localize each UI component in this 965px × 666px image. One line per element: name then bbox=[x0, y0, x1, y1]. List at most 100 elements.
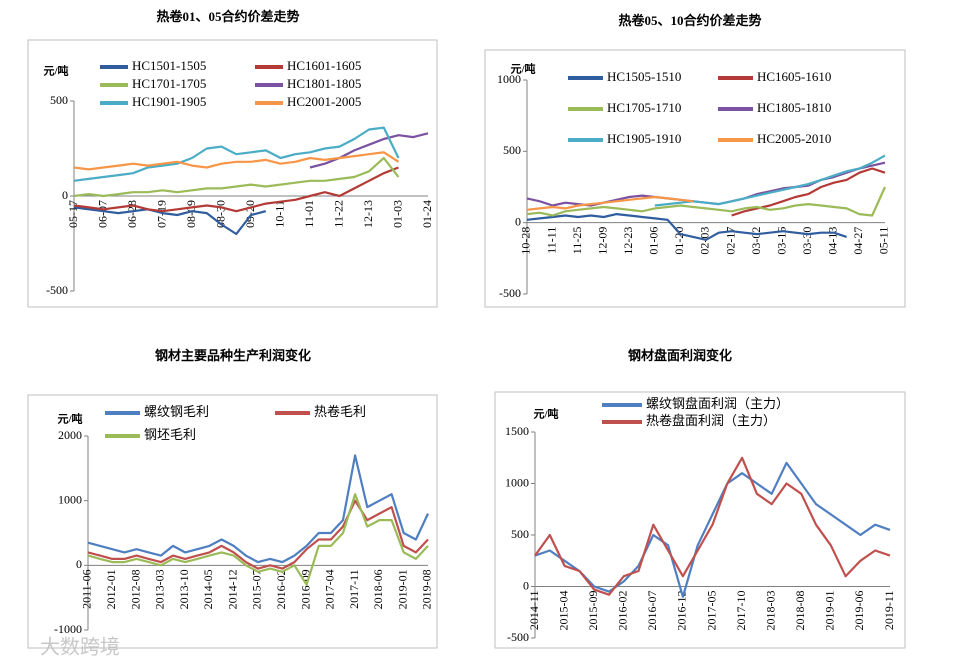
chart-frame bbox=[494, 391, 906, 649]
chart-frame bbox=[27, 39, 438, 308]
y-axis-label: 元/吨 bbox=[43, 64, 68, 78]
x-tick-label: 02-17 bbox=[723, 227, 737, 255]
legend-label: HC1601-1605 bbox=[287, 58, 361, 73]
legend-label: 热卷毛利 bbox=[314, 404, 366, 419]
x-tick-label: 2015-04 bbox=[556, 591, 570, 631]
x-tick-label: 05-11 bbox=[877, 227, 891, 255]
y-tick-label: 0 bbox=[76, 557, 82, 571]
y-tick-label: 1500 bbox=[505, 424, 529, 438]
x-tick-label: 2017-10 bbox=[734, 591, 748, 631]
x-tick-label: 12-13 bbox=[361, 200, 375, 228]
legend-label: HC1501-1505 bbox=[132, 58, 206, 73]
chart-title: 钢材主要品种生产利润变化 bbox=[155, 348, 311, 363]
x-tick-label: 2018-03 bbox=[763, 591, 777, 631]
x-tick-label: 11-22 bbox=[331, 200, 345, 228]
x-tick-label: 10-28 bbox=[519, 227, 533, 255]
x-tick-label: 10-11 bbox=[272, 200, 286, 228]
y-tick-label: 1000 bbox=[497, 72, 521, 86]
x-tick-label: 2019-01 bbox=[395, 569, 409, 609]
series-line bbox=[73, 166, 399, 213]
legend-label: 热卷盘面利润（主力） bbox=[646, 413, 776, 428]
x-tick-label: 04-13 bbox=[826, 227, 840, 255]
x-tick-label: 03-02 bbox=[749, 227, 763, 255]
series-line bbox=[87, 499, 429, 570]
x-tick-label: 12-23 bbox=[621, 227, 635, 255]
series-line bbox=[526, 213, 847, 241]
x-tick-label: 2014-12 bbox=[225, 569, 239, 609]
chart-frame bbox=[27, 394, 438, 649]
series-line bbox=[534, 461, 891, 598]
y-axis-label: 元/吨 bbox=[510, 62, 535, 76]
x-tick-label: 06-07 bbox=[95, 200, 109, 228]
watermark: 大数跨境 bbox=[40, 635, 120, 659]
series-line bbox=[87, 454, 429, 564]
x-tick-label: 2019-11 bbox=[882, 591, 896, 631]
y-tick-label: 2000 bbox=[58, 428, 82, 442]
legend-label: 螺纹钢盘面利润（主力） bbox=[646, 396, 789, 411]
y-tick-label: 0 bbox=[523, 578, 529, 592]
legend-label: HC2001-2005 bbox=[287, 94, 361, 109]
series-line bbox=[731, 167, 886, 217]
x-tick-label: 01-20 bbox=[672, 227, 686, 255]
x-tick-label: 11-25 bbox=[570, 227, 584, 255]
x-tick-label: 2014-05 bbox=[201, 569, 215, 609]
chart-title: 热卷01、05合约价差走势 bbox=[156, 9, 299, 24]
x-tick-label: 2015-09 bbox=[586, 591, 600, 631]
x-tick-label: 2017-05 bbox=[704, 591, 718, 631]
legend-label: 螺纹钢毛利 bbox=[144, 404, 209, 419]
x-tick-label: 01-06 bbox=[647, 227, 661, 255]
x-tick-label: 2016-07 bbox=[645, 591, 659, 631]
x-tick-label: 05-17 bbox=[66, 200, 80, 228]
series-line bbox=[654, 154, 886, 207]
x-tick-label: 07-19 bbox=[154, 200, 168, 228]
y-tick-label: 500 bbox=[50, 93, 68, 107]
y-tick-label: -1000 bbox=[54, 622, 82, 636]
x-tick-label: 2017-04 bbox=[323, 569, 337, 609]
x-tick-label: 03-30 bbox=[800, 227, 814, 255]
x-tick-label: 04-27 bbox=[851, 227, 865, 255]
legend-label: HC1505-1510 bbox=[607, 69, 681, 84]
chart-title: 钢材盘面利润变化 bbox=[628, 348, 732, 363]
x-tick-label: 2017-11 bbox=[347, 569, 361, 609]
series-line bbox=[73, 206, 267, 236]
legend-label: HC2005-2010 bbox=[757, 131, 831, 146]
x-tick-label: 2011-06 bbox=[80, 569, 94, 609]
legend-label: HC1701-1705 bbox=[132, 76, 206, 91]
x-tick-label: 2012-08 bbox=[128, 569, 142, 609]
legend-label: HC1805-1810 bbox=[757, 100, 831, 115]
x-tick-label: 2019-01 bbox=[823, 591, 837, 631]
x-tick-label: 2016-02 bbox=[274, 569, 288, 609]
x-tick-label: 11-11 bbox=[544, 227, 558, 254]
x-tick-label: 2014-11 bbox=[527, 591, 541, 631]
series-line bbox=[73, 126, 400, 182]
legend-label: HC1905-1910 bbox=[607, 131, 681, 146]
chart-title: 热卷05、10合约价差走势 bbox=[618, 13, 761, 28]
y-tick-label: -500 bbox=[507, 630, 529, 644]
y-tick-label: 1000 bbox=[58, 492, 82, 506]
x-tick-label: 2013-10 bbox=[177, 569, 191, 609]
x-tick-label: 2019-06 bbox=[852, 591, 866, 631]
x-tick-label: 2013-03 bbox=[153, 569, 167, 609]
series-line bbox=[526, 195, 694, 211]
series-line bbox=[526, 186, 887, 217]
legend-label: HC1705-1710 bbox=[607, 100, 681, 115]
x-tick-label: 12-09 bbox=[595, 227, 609, 255]
legend-label: 钢坯毛利 bbox=[144, 427, 196, 442]
x-tick-label: 02-03 bbox=[698, 227, 712, 255]
x-tick-label: 01-24 bbox=[420, 200, 434, 228]
x-tick-label: 06-28 bbox=[125, 200, 139, 228]
chart-frame bbox=[484, 49, 906, 308]
x-tick-label: 2016-12 bbox=[675, 591, 689, 631]
x-tick-label: 08-09 bbox=[184, 200, 198, 228]
y-tick-label: -500 bbox=[499, 286, 521, 300]
series-line bbox=[309, 132, 429, 169]
series-line bbox=[73, 151, 400, 171]
series-line bbox=[534, 456, 891, 596]
x-tick-label: 2016-02 bbox=[616, 591, 630, 631]
x-tick-label: 2019-08 bbox=[420, 569, 434, 609]
y-tick-label: -500 bbox=[46, 283, 68, 297]
y-tick-label: 500 bbox=[503, 143, 521, 157]
x-tick-label: 03-16 bbox=[774, 227, 788, 255]
series-line bbox=[87, 493, 429, 586]
